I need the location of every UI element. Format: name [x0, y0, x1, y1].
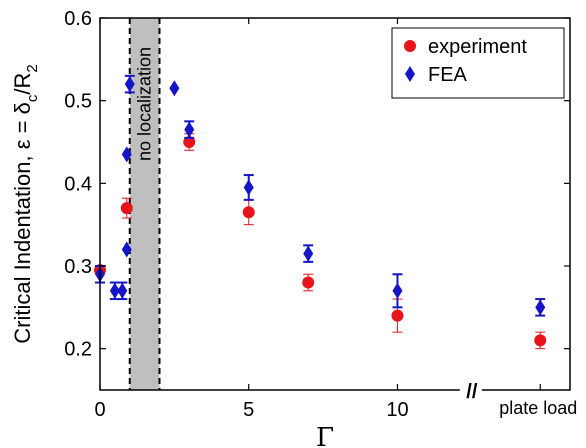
shaded-region-label: no localization [135, 47, 155, 161]
x-tick-label-plate-load: plate load [499, 398, 577, 418]
legend: experiment FEA [392, 28, 564, 98]
y-tick-label: 0.4 [64, 173, 92, 195]
y-axis-label: Critical Indentation, ε = δc/R2 [10, 64, 41, 343]
legend-marker-experiment [404, 40, 416, 52]
axis-break-symbol: // [466, 381, 478, 403]
x-tick-label: 10 [386, 399, 408, 421]
x-tick-label: 5 [243, 399, 254, 421]
y-axis-label-slash-r: /R [10, 73, 35, 95]
y-axis-label-main: Critical Indentation, ε = δ [10, 102, 35, 344]
FEA-point [392, 283, 402, 299]
FEA-point [244, 179, 254, 195]
FEA-point [184, 122, 194, 138]
y-tick-label: 0.2 [64, 339, 92, 361]
y-tick-label: 0.5 [64, 91, 92, 113]
series-FEA [95, 76, 545, 316]
experiment-point [302, 277, 314, 289]
experiment-point [121, 202, 133, 214]
y-tick-label: 0.6 [64, 8, 92, 30]
experiment-point [534, 334, 546, 346]
y-tick-label: 0.3 [64, 256, 92, 278]
legend-label-experiment: experiment [428, 36, 527, 58]
experiment-point [391, 310, 403, 322]
x-axis-label: Γ [316, 423, 334, 448]
legend-label-FEA: FEA [428, 64, 468, 86]
FEA-point [117, 283, 127, 299]
y-axis-label-sub-2: 2 [24, 64, 41, 72]
FEA-point [535, 299, 545, 315]
FEA-point [303, 246, 313, 262]
x-tick-label: 0 [94, 399, 105, 421]
FEA-point [169, 80, 179, 96]
series-experiment [94, 134, 546, 349]
experiment-point [243, 206, 255, 218]
